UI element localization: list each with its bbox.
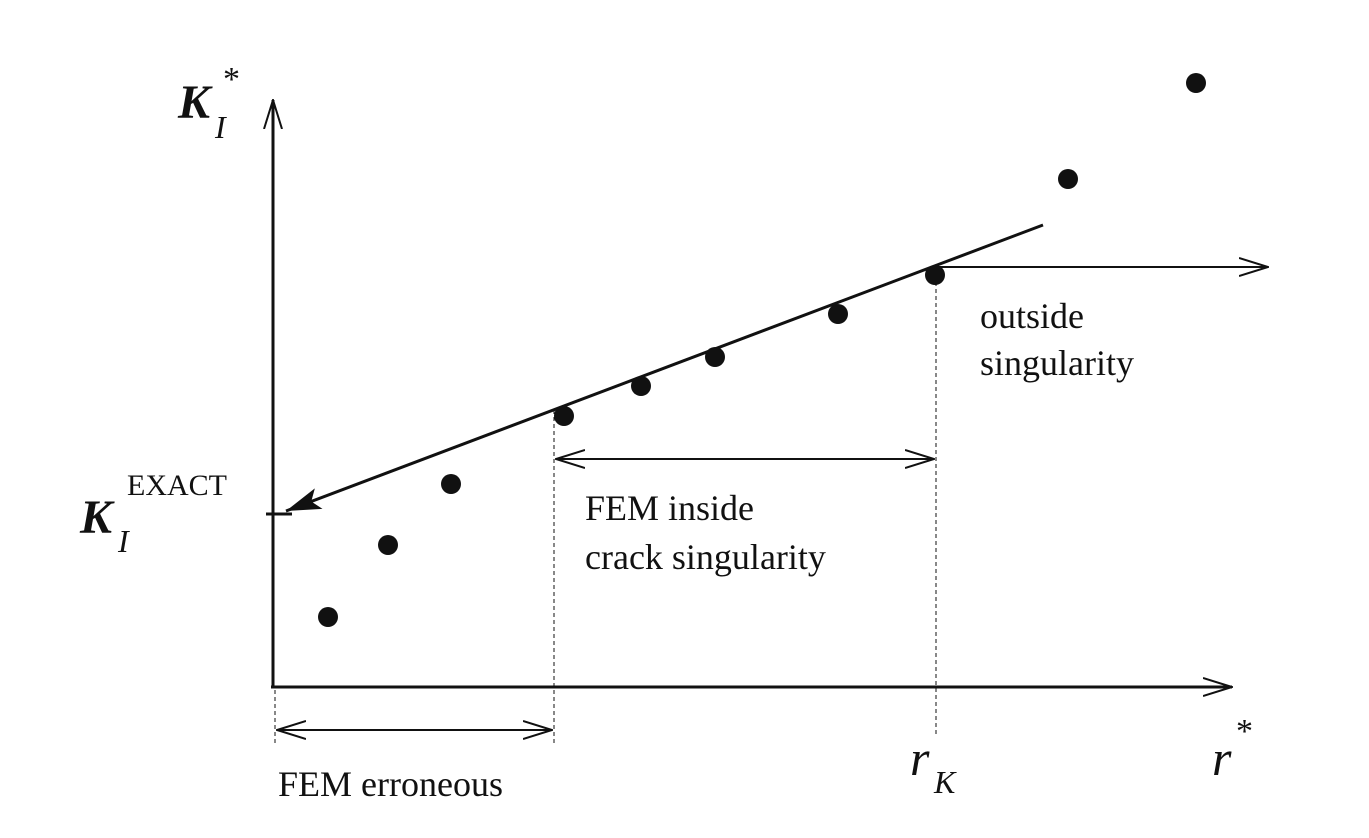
x-axis-label-main: r — [1212, 730, 1232, 786]
extrapolation-line — [285, 223, 1044, 513]
inside-annotation-line1: FEM inside — [585, 488, 754, 528]
exact-value-label: K I EXACT — [79, 469, 227, 559]
exact-label-sub: I — [117, 523, 130, 559]
outside-annotation-line1: outside — [980, 296, 1084, 336]
y-axis-label: K I * — [177, 61, 240, 145]
inside-annotation-line2: crack singularity — [585, 537, 826, 577]
data-point-6 — [705, 347, 725, 367]
data-point-8 — [925, 265, 945, 285]
y-axis-label-sub: I — [214, 109, 227, 145]
data-point-3 — [441, 474, 461, 494]
data-point-2 — [378, 535, 398, 555]
data-point-10 — [1186, 73, 1206, 93]
y-axis-label-sup: * — [223, 61, 240, 98]
rk-label: r K — [910, 730, 957, 800]
exact-label-sup: EXACT — [127, 469, 227, 502]
erroneous-annotation: FEM erroneous — [278, 764, 503, 804]
data-point-1 — [318, 607, 338, 627]
outside-annotation-line2: singularity — [980, 343, 1134, 383]
x-axis-label: r * — [1212, 713, 1253, 786]
exact-label-main: K — [79, 491, 115, 544]
data-point-4 — [554, 406, 574, 426]
x-axis-label-sup: * — [1236, 713, 1253, 750]
rk-label-sub: K — [933, 764, 957, 800]
data-points — [318, 73, 1206, 627]
data-point-5 — [631, 376, 651, 396]
y-axis-label-main: K — [177, 76, 213, 129]
data-point-9 — [1058, 169, 1078, 189]
rk-label-main: r — [910, 730, 930, 786]
data-point-7 — [828, 304, 848, 324]
